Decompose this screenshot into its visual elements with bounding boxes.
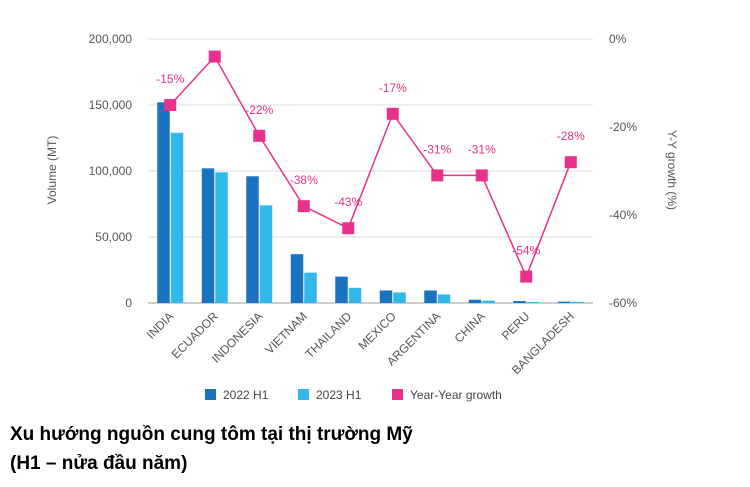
growth-marker [342, 222, 355, 235]
caption-line-2: (H1 – nửa đầu năm) [10, 453, 188, 474]
y2-tick-label: 0% [609, 32, 627, 46]
growth-label: -31% [423, 142, 451, 156]
growth-marker [208, 50, 221, 63]
category-label: PERU [499, 309, 532, 342]
legend-swatch [298, 389, 309, 400]
bar-2022-h1 [513, 301, 526, 303]
growth-marker [520, 270, 533, 283]
growth-marker [386, 107, 399, 120]
growth-label: -15% [156, 72, 184, 86]
growth-marker [164, 99, 177, 111]
growth-label: -17% [379, 81, 407, 95]
bar-2023-h1 [259, 205, 273, 303]
legend: 2022 H1 2023 H1 Year-Year growth [205, 388, 502, 402]
right-axis-ticks: -60% -40% -20% 0% [609, 32, 637, 310]
y2-tick-label: -20% [609, 120, 637, 134]
bar-2022-h1 [157, 102, 170, 303]
category-label: MEXICO [355, 309, 398, 352]
legend-label: 2023 H1 [316, 388, 362, 402]
bar-2022-h1 [379, 290, 393, 303]
bar-2022-h1 [424, 290, 437, 303]
legend-swatch [392, 389, 403, 400]
y-axis-title: Volume (MT) [45, 136, 59, 205]
legend-label: Year-Year growth [410, 388, 502, 402]
y-tick-label: 200,000 [89, 32, 133, 46]
caption: Xu hướng nguồn cung tôm tại thị trường M… [10, 420, 730, 478]
caption-line-1: Xu hướng nguồn cung tôm tại thị trường M… [10, 424, 413, 445]
y-tick-label: 0 [125, 296, 132, 310]
legend-label: 2022 H1 [223, 388, 269, 402]
chart: 0 50,000 100,000 150,000 200,000 -60% -40% -20… [45, 32, 679, 402]
y-tick-label: 50,000 [95, 230, 132, 244]
category-label: CHINA [452, 309, 488, 345]
bar-2023-h1 [304, 272, 317, 303]
bar-2023-h1 [571, 301, 584, 303]
bar-2023-h1 [215, 172, 228, 303]
y2-tick-label: -60% [609, 296, 637, 310]
bar-2022-h1 [335, 276, 348, 303]
growth-label: -54% [512, 244, 540, 258]
bar-2023-h1 [393, 292, 406, 303]
y-tick-label: 100,000 [89, 164, 133, 178]
bar-2022-h1 [468, 299, 482, 303]
bars [157, 102, 584, 303]
growth-marker [564, 156, 577, 169]
growth-label: -28% [557, 129, 585, 143]
growth-label: -31% [468, 142, 496, 156]
bar-2023-h1 [348, 287, 362, 303]
bar-2022-h1 [290, 254, 304, 303]
growth-data-labels: -15% -22% -38% -43% -17% -31% -31% -54% -28% [156, 72, 585, 258]
bar-2023-h1 [482, 300, 495, 303]
growth-line-path [169, 55, 572, 279]
growth-marker [431, 169, 444, 182]
growth-marker [475, 169, 488, 182]
y2-axis-title: Y-Y growth (%) [665, 130, 679, 210]
growth-line [164, 50, 577, 283]
growth-marker [297, 200, 310, 213]
growth-label: -38% [290, 173, 318, 187]
bar-2022-h1 [246, 176, 259, 303]
y-tick-label: 150,000 [89, 98, 133, 112]
bar-2023-h1 [170, 132, 184, 303]
category-label: THAILAND [303, 309, 355, 361]
left-axis-ticks: 0 50,000 100,000 150,000 200,000 [89, 32, 133, 310]
growth-label: -22% [245, 103, 273, 117]
bar-2022-h1 [557, 301, 571, 303]
bar-2023-h1 [437, 294, 451, 303]
legend-swatch [205, 389, 216, 400]
growth-marker [253, 129, 266, 142]
bar-2022-h1 [201, 168, 215, 303]
growth-label: -43% [334, 195, 362, 209]
bar-2023-h1 [526, 301, 540, 303]
category-label: INDIA [144, 309, 177, 342]
y2-tick-label: -40% [609, 208, 637, 222]
